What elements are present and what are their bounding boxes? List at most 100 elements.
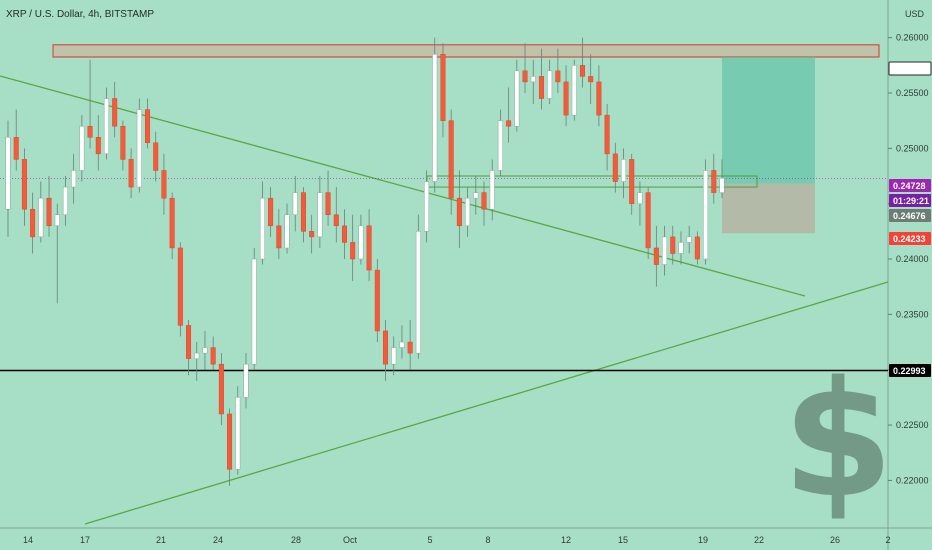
x-tick-label: 21 (156, 535, 166, 545)
candle (300, 187, 306, 243)
candle (374, 259, 380, 343)
candle (538, 48, 544, 110)
candle (579, 37, 585, 88)
x-tick-label: 8 (485, 535, 490, 545)
candle (350, 214, 356, 282)
candle (227, 408, 233, 486)
y-tick-label: 0.25000 (896, 143, 929, 153)
candle (21, 148, 27, 226)
candle (399, 325, 405, 359)
candle (128, 148, 134, 199)
candle (506, 87, 512, 143)
currency-label: USD (905, 9, 925, 19)
candle (54, 203, 60, 304)
candle (46, 176, 52, 237)
candle (292, 176, 298, 232)
candle (309, 214, 315, 254)
candle (604, 104, 610, 171)
candle (317, 176, 323, 248)
candle (194, 342, 200, 381)
candle (588, 54, 594, 105)
svg-text:01:29:21: 01:29:21 (893, 196, 929, 206)
candle (621, 148, 627, 199)
candles-layer (5, 37, 725, 486)
y-tick-label: 0.22500 (896, 420, 929, 430)
candle (186, 319, 192, 376)
candle (465, 187, 471, 237)
svg-text:0.24676: 0.24676 (893, 211, 926, 221)
price-tag: 0.25825 (888, 61, 932, 76)
candle (563, 65, 569, 127)
candle (202, 330, 208, 370)
candle (596, 65, 602, 127)
y-tick-label: 0.25500 (896, 88, 929, 98)
price-tag: 01:29:21 (889, 194, 931, 207)
candle (5, 120, 11, 237)
position-stop-zone (722, 183, 815, 234)
x-tick-label: 24 (213, 535, 223, 545)
candle (79, 115, 85, 182)
candle (522, 43, 528, 93)
x-tick-label: 12 (561, 535, 571, 545)
drawings-layer[interactable] (0, 44, 889, 525)
candle (703, 159, 709, 265)
candle (71, 153, 77, 204)
dollar-sign-icon: $ (782, 346, 893, 533)
candle (678, 231, 684, 265)
candle (629, 153, 635, 215)
x-tick-label: 14 (23, 535, 33, 545)
candle (383, 319, 389, 381)
candle (13, 109, 19, 171)
x-tick-label: 22 (754, 535, 764, 545)
candle (169, 192, 175, 260)
candle (284, 203, 290, 254)
price-tag: 0.24676 (889, 209, 931, 222)
svg-text:0.24728: 0.24728 (893, 181, 926, 191)
candle (177, 242, 183, 337)
candle (719, 159, 725, 199)
candle (514, 59, 520, 132)
candle (87, 59, 93, 149)
candle (235, 386, 241, 475)
candle (637, 181, 643, 226)
x-tick-label: 5 (427, 535, 432, 545)
candle (268, 187, 274, 237)
y-tick-label: 0.26000 (896, 33, 929, 43)
y-tick-label: 0.22000 (896, 475, 929, 485)
candle (571, 59, 577, 121)
svg-text:0.24233: 0.24233 (893, 234, 926, 244)
candle (95, 115, 101, 171)
candle (366, 209, 372, 282)
x-tick-label: 19 (698, 535, 708, 545)
candle (218, 353, 224, 426)
y-tick-label: 0.24000 (896, 254, 929, 264)
svg-text:$: $ (782, 346, 893, 533)
ascending-trendline (84, 281, 889, 525)
candle (653, 225, 659, 287)
candle (341, 209, 347, 260)
candle (686, 225, 692, 254)
candle (38, 181, 44, 243)
candle (391, 336, 397, 376)
candle (112, 81, 118, 138)
x-tick-label: 2 (885, 535, 890, 545)
candle (530, 59, 536, 105)
time-axis[interactable]: 14 17 21 24 28 Oct 5 8 12 15 19 22 26 2 (23, 535, 891, 545)
y-tick-label: 0.23500 (896, 309, 929, 319)
candle (62, 176, 68, 226)
candle (103, 87, 109, 160)
candle (670, 225, 676, 265)
x-tick-label: 15 (618, 535, 628, 545)
candle (161, 153, 167, 215)
candle (694, 231, 700, 265)
candle (711, 153, 717, 204)
price-tag: 0.24233 (889, 232, 931, 245)
candle (497, 109, 503, 176)
svg-text:0.22993: 0.22993 (893, 366, 926, 376)
candle (612, 142, 618, 193)
candle (555, 48, 561, 93)
x-tick-label: Oct (343, 535, 358, 545)
candle (489, 159, 495, 221)
